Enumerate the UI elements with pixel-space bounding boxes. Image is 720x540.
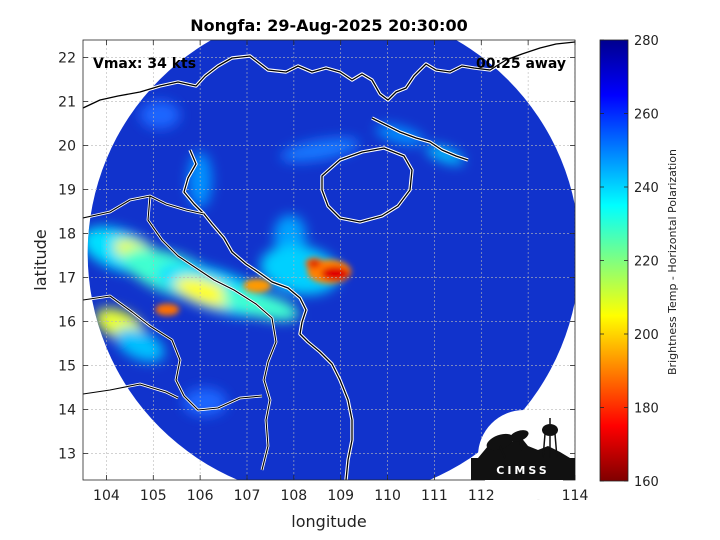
colorbar-tick-label: 260 [634,108,659,123]
axes-box [82,39,576,481]
brightness-patch [140,101,180,129]
coast-vietnam-line [183,149,353,480]
y-tick-label: 15 [58,359,76,375]
colorbar-ticks: 160 180 200 220 240 260 280 [600,34,659,490]
hot-spot [243,278,272,293]
hot-spot [155,303,180,316]
colorbar-tick-label: 160 [634,475,659,490]
coastlines [83,40,575,480]
x-tick-label: 114 [562,488,589,504]
radiometer-swath [87,40,575,480]
colorbar-tick-label: 200 [634,328,659,343]
coast-china-line [83,41,575,109]
x-tick-label: 104 [93,488,120,504]
x-tick-label: 105 [140,488,167,504]
brightness-patch [221,289,299,321]
brightness-features [87,101,464,416]
x-tick-label: 111 [421,488,448,504]
border-laos-vietnam-line [147,195,277,471]
colorbar-scale [599,39,629,482]
x-tick-label: 107 [234,488,261,504]
y-tick-label: 19 [58,183,76,199]
y-axis-label: latitude [31,229,50,290]
time-away-label: 00:25 away [476,56,566,72]
coast-hainan-line [321,147,413,223]
brightness-patch [375,124,425,146]
x-axis-label: longitude [291,512,366,531]
cimss-logo: CIMSS [471,410,575,502]
hot-spot [310,260,319,267]
x-tick-label: 112 [468,488,495,504]
logo-text: CIMSS [496,464,549,477]
y-tick-label: 22 [58,51,76,67]
x-tick-label: 106 [187,488,214,504]
colorbar-tick-label: 220 [634,255,659,270]
brightness-patch [426,145,464,165]
brightness-patch [174,276,236,308]
coast-leizhou-line [371,117,469,161]
y-tick-label: 21 [58,95,76,111]
x-tick-label: 108 [280,488,307,504]
y-tick-label: 20 [58,139,76,155]
y-ticks: 13 14 15 16 17 18 19 20 21 22 [58,51,575,463]
colorbar-tick-label: 280 [634,34,659,49]
colorbar-tick-label: 180 [634,402,659,417]
y-tick-label: 17 [58,271,76,287]
x-tick-label: 109 [327,488,354,504]
brightness-patch [115,328,165,362]
hot-spot [321,266,350,281]
y-tick-label: 14 [58,403,76,419]
x-tick-label: 110 [374,488,401,504]
map-title: Nongfa: 29-Aug-2025 20:30:00 [190,16,467,35]
border-laos-thailand-line [83,295,263,411]
vmax-label: Vmax: 34 kts [93,56,196,72]
brightness-patch [280,137,360,163]
grid [83,40,575,480]
colorbar-tick-label: 240 [634,181,659,196]
colorbar: 160 180 200 220 240 260 280 Brightness Temp - … [599,34,679,490]
colorbar-label: Brightness Temp - Horizontal Polarizatio… [666,149,679,375]
brightness-patch [274,215,306,255]
y-tick-label: 16 [58,315,76,331]
y-tick-label: 13 [58,447,76,463]
border-cambodia-line [83,383,179,399]
y-tick-label: 18 [58,227,76,243]
